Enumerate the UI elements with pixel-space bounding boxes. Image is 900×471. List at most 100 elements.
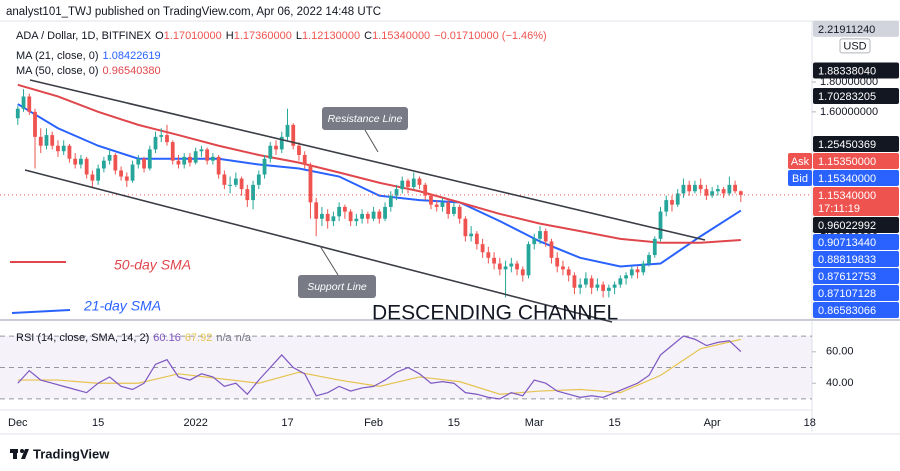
candle-body bbox=[383, 206, 387, 219]
candle-body bbox=[566, 269, 571, 276]
candle-body bbox=[641, 263, 646, 273]
candle-body bbox=[107, 154, 112, 161]
candle-body bbox=[165, 135, 169, 143]
ohlc-value: 1.17010000 bbox=[163, 30, 222, 42]
candle-body bbox=[50, 135, 55, 146]
marks bbox=[0, 83, 812, 400]
rsi-name: RSI (14, close, SMA, 14, 2) bbox=[16, 332, 150, 344]
candle-body bbox=[595, 284, 600, 288]
candle-body bbox=[584, 278, 588, 285]
price-tag-name-box bbox=[788, 170, 812, 186]
rsi-line bbox=[17, 335, 742, 400]
price-tag bbox=[813, 20, 899, 37]
candle-body bbox=[302, 154, 307, 165]
candle-body bbox=[532, 238, 537, 245]
candle-body bbox=[658, 211, 663, 239]
ohlc-key: O bbox=[155, 30, 164, 42]
ohlc-key: L bbox=[295, 30, 302, 42]
rsi-value: 67.92 bbox=[184, 332, 213, 344]
sma50-label: 50-day SMA bbox=[114, 257, 191, 273]
candle-body bbox=[515, 263, 519, 270]
price-tag-name-box bbox=[788, 153, 812, 169]
currency: USD bbox=[843, 40, 866, 52]
brand: TradingView bbox=[33, 446, 110, 461]
currency-box bbox=[839, 38, 871, 54]
candle-body bbox=[124, 176, 129, 181]
candle-body bbox=[354, 218, 359, 222]
candle-body bbox=[538, 231, 542, 239]
callouts: Resistance Line Support Line DESCENDING … bbox=[10, 107, 618, 325]
logo-part bbox=[20, 449, 24, 453]
candle-body bbox=[452, 206, 456, 214]
price-tag-label: 0.86583066 bbox=[818, 305, 876, 317]
candle-body bbox=[325, 213, 330, 222]
ohlc-value: 1.12130000 bbox=[301, 30, 361, 42]
candle-body bbox=[222, 174, 227, 185]
price-tag-label: 1.15340000 bbox=[818, 173, 876, 185]
legend-row: MA (21, close, 0) 1.08422619 bbox=[16, 50, 165, 62]
candle-body bbox=[159, 135, 164, 137]
ohlc-key: C bbox=[364, 30, 373, 42]
x-tick-label: Mar bbox=[525, 417, 544, 429]
candle-body bbox=[606, 287, 611, 291]
candle-body bbox=[61, 145, 66, 152]
candle-body bbox=[308, 164, 313, 203]
candle-body bbox=[457, 206, 462, 219]
candle-body bbox=[210, 156, 215, 161]
candle-body bbox=[618, 278, 623, 285]
price-tag bbox=[813, 285, 899, 301]
price-tag-label: 1.25450369 bbox=[818, 139, 876, 151]
candle-body bbox=[262, 158, 267, 175]
candle-body bbox=[520, 269, 525, 276]
channel bbox=[24, 79, 706, 323]
candle-body bbox=[176, 160, 181, 165]
candle-body bbox=[704, 189, 709, 196]
candle-body bbox=[635, 269, 640, 273]
candle-body bbox=[647, 255, 651, 264]
candle-body bbox=[601, 284, 606, 291]
candle-body bbox=[291, 124, 296, 146]
candle-body bbox=[693, 184, 697, 192]
candle-body bbox=[188, 156, 192, 163]
x-tick-label: 15 bbox=[608, 417, 620, 429]
candle-body bbox=[279, 136, 284, 150]
candle-body bbox=[130, 164, 135, 181]
price-tag-label: 0.88819833 bbox=[818, 254, 876, 266]
candle-body bbox=[90, 174, 95, 181]
x-tick-label: 15 bbox=[92, 417, 104, 429]
price-tag bbox=[813, 234, 899, 250]
price-tag-label: 1.15350000 bbox=[818, 156, 876, 168]
ohlc-key: H bbox=[225, 30, 234, 42]
candle-body bbox=[360, 213, 365, 219]
price-tag-label: 1.88338040 bbox=[818, 65, 876, 77]
candle-body bbox=[170, 142, 175, 161]
candle-body bbox=[612, 284, 617, 288]
ohlc-value: 1.17360000 bbox=[233, 30, 292, 42]
candle-body bbox=[629, 269, 634, 276]
resistance-line bbox=[29, 79, 706, 241]
sma21-label: 21-day SMA bbox=[83, 298, 161, 314]
candle-body bbox=[675, 193, 680, 205]
price-tag-label: 2.21911240 bbox=[818, 24, 875, 36]
candle-body bbox=[297, 145, 301, 155]
candle-body bbox=[216, 156, 221, 175]
candle-body bbox=[733, 184, 738, 192]
y-tick-label: 40.00 bbox=[826, 377, 854, 389]
price-tag bbox=[813, 302, 899, 318]
candle-body bbox=[274, 145, 278, 150]
price-tag bbox=[813, 170, 899, 186]
candle-body bbox=[388, 195, 393, 207]
candle-body bbox=[348, 211, 353, 222]
candle-body bbox=[526, 244, 531, 276]
ma-line bbox=[17, 83, 741, 244]
candle-body bbox=[406, 180, 410, 187]
callout-pointer bbox=[319, 245, 339, 276]
candle-body bbox=[480, 244, 485, 253]
ohlc-value: 1.15340000 bbox=[372, 30, 431, 42]
candle-body bbox=[509, 263, 514, 267]
price-tag bbox=[813, 268, 899, 284]
price-tag bbox=[813, 251, 899, 267]
